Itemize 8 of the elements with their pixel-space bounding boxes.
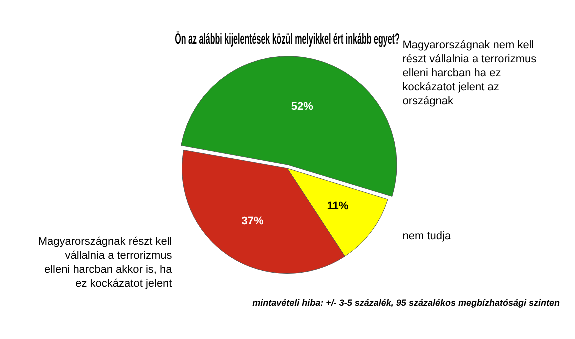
text: mintavételi hiba: +/- 3-5 százalék, 95 százalékos megbízhatósági szinten	[252, 298, 560, 308]
data-label: 52%	[291, 101, 314, 114]
slice-label: Magyarországnak részt kell vállalnia a terrorizmus elleni harcban akkor is, ha ez kockázatot jelent	[38, 236, 174, 290]
chart-title: Ön az alábbi kijelentések közül melyikkel ért inkább egyet?	[175, 30, 400, 48]
data-label: 37%	[242, 215, 264, 228]
slice-label: nem tudja	[402, 230, 452, 242]
data-label: 11%	[327, 200, 349, 213]
slice-label: Magyarországnak nem kell részt vállalnia a terrorizmus elleni harcban ha ez kockázatot jelent az országnak	[402, 40, 538, 108]
